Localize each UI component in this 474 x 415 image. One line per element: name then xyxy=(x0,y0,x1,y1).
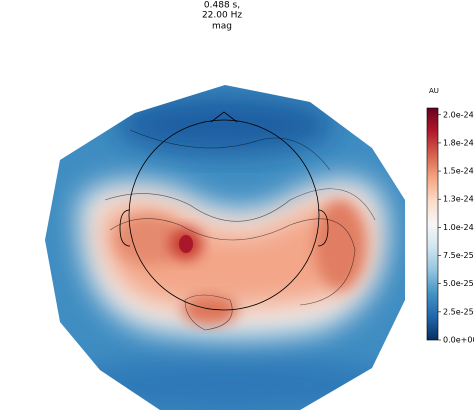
head-outline xyxy=(119,111,329,311)
colorbar-tick-label: 1.0e-24 xyxy=(443,223,474,232)
colorbar-tick-label: 2.5e-25 xyxy=(443,307,474,316)
colorbar-tick-label: 0.0e+00 xyxy=(443,336,474,345)
title: mag xyxy=(212,22,232,32)
title: 22.00 Hz xyxy=(202,11,242,21)
colorbar-label: AU xyxy=(429,87,439,95)
colorbar-tick-label: 5.0e-25 xyxy=(443,279,474,288)
colorbar-tick-label: 1.5e-24 xyxy=(443,167,474,176)
colorbar-tick-label: 1.3e-24 xyxy=(443,195,474,204)
topomap-field xyxy=(45,85,405,410)
colorbar xyxy=(426,107,439,341)
colorbar-tick-label: 1.8e-24 xyxy=(443,138,474,147)
contours xyxy=(104,129,376,331)
title: 0.488 s, xyxy=(204,1,240,11)
colorbar-tick-label: 7.5e-25 xyxy=(443,251,474,260)
colorbar-tick-label: 2.0e-24 xyxy=(443,110,474,119)
